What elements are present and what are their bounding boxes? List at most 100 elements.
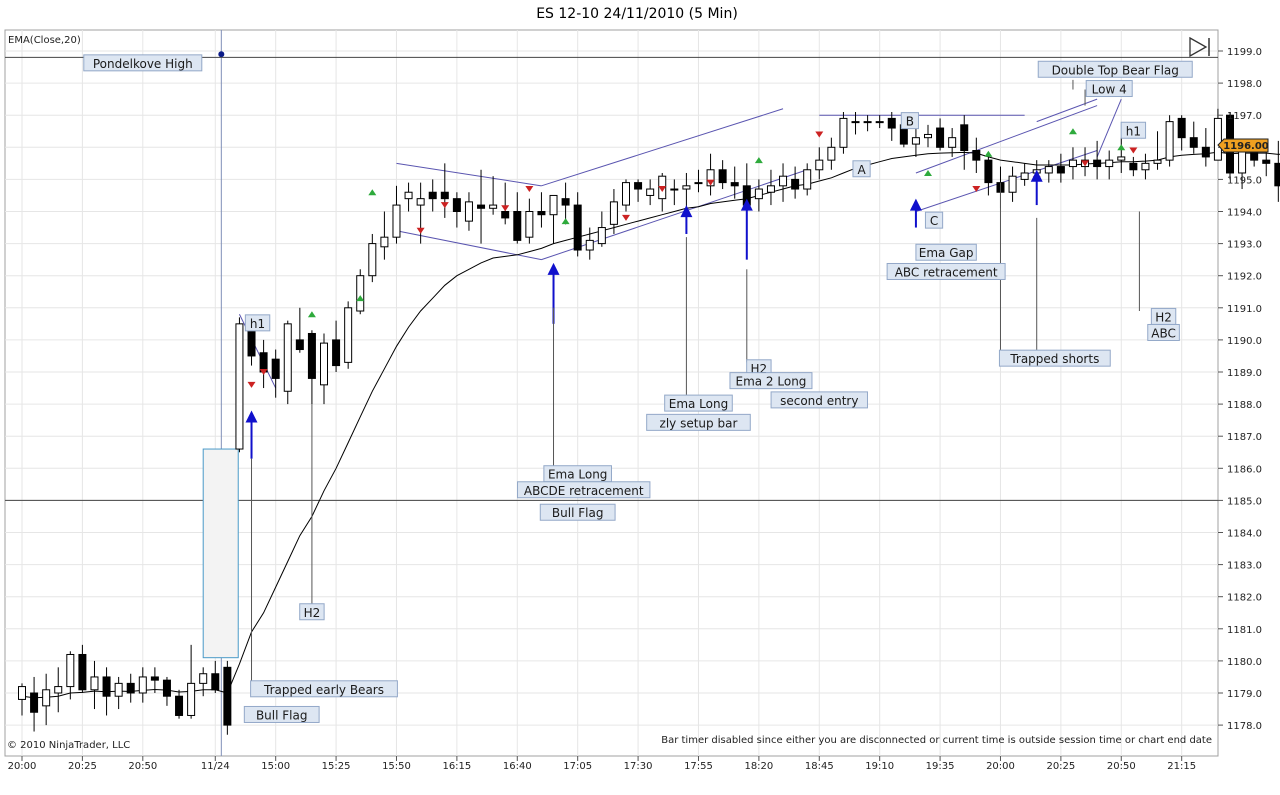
chart-title: ES 12-10 24/11/2010 (5 Min) bbox=[536, 6, 738, 22]
signal-markers bbox=[247, 128, 1138, 388]
candle bbox=[597, 211, 606, 247]
up-marker bbox=[1068, 128, 1077, 135]
y-axis: 1178.0 1179.0 1180.0 1181.0 1182.0 1183.0 1184… bbox=[1218, 47, 1262, 732]
candle bbox=[730, 166, 739, 199]
candle bbox=[670, 179, 679, 206]
annotation-label: Bull Flag bbox=[243, 705, 320, 723]
annotation-label: Trapped shorts bbox=[998, 349, 1111, 367]
arrow-up-icon bbox=[680, 205, 693, 234]
x-tick-label: 20:00 bbox=[8, 761, 37, 772]
grid bbox=[5, 30, 1218, 756]
candle bbox=[839, 111, 848, 154]
end-of-chart-icon[interactable] bbox=[1189, 36, 1210, 58]
candle bbox=[525, 198, 534, 244]
candle bbox=[779, 163, 788, 202]
candle bbox=[380, 211, 389, 260]
annotation-text: Ema Gap bbox=[919, 246, 974, 260]
arrow-up-icon bbox=[909, 198, 922, 228]
candle bbox=[1105, 150, 1114, 180]
candle bbox=[1165, 115, 1174, 167]
down-marker bbox=[259, 369, 268, 375]
candle bbox=[549, 194, 558, 244]
candle bbox=[392, 185, 401, 244]
candle bbox=[332, 320, 341, 372]
down-marker bbox=[658, 186, 667, 193]
y-tick-label: 1192.0 bbox=[1227, 272, 1262, 283]
x-tick-label: 17:05 bbox=[563, 761, 592, 772]
candle bbox=[1056, 153, 1065, 183]
y-tick-label: 1189.0 bbox=[1227, 368, 1262, 379]
candle bbox=[283, 320, 292, 405]
annotation-text: Ema Long bbox=[548, 468, 607, 482]
candle bbox=[18, 683, 26, 716]
x-tick-label: 20:50 bbox=[128, 761, 157, 772]
annotation-label: h1 bbox=[1120, 121, 1147, 139]
x-tick-label: 18:45 bbox=[805, 761, 834, 772]
annotation-label: H2 bbox=[1150, 307, 1177, 325]
candle bbox=[791, 166, 800, 199]
up-marker bbox=[924, 169, 932, 176]
y-tick-label: 1180.0 bbox=[1227, 657, 1262, 668]
candle bbox=[694, 169, 703, 193]
down-marker bbox=[416, 227, 425, 234]
y-tick-label: 1179.0 bbox=[1227, 689, 1262, 700]
x-tick-label: 20:25 bbox=[68, 761, 97, 772]
candle bbox=[78, 644, 87, 693]
y-tick-label: 1193.0 bbox=[1227, 240, 1262, 251]
candle bbox=[440, 163, 449, 218]
candle bbox=[1213, 108, 1222, 161]
candle bbox=[1201, 128, 1210, 167]
candle bbox=[766, 169, 775, 206]
channel-line bbox=[1036, 98, 1098, 123]
ema-series bbox=[21, 151, 1280, 699]
candle bbox=[66, 651, 75, 700]
down-marker bbox=[1129, 147, 1138, 154]
candle bbox=[199, 667, 208, 697]
y-tick-label: 1178.0 bbox=[1227, 721, 1262, 732]
annotation-text: Pondelkove High bbox=[93, 57, 193, 71]
x-tick-label: 16:15 bbox=[442, 761, 471, 772]
candle bbox=[1044, 160, 1053, 183]
annotation-label: Low 4 bbox=[1085, 80, 1133, 98]
candle bbox=[404, 182, 413, 212]
y-tick-label: 1181.0 bbox=[1227, 625, 1262, 636]
annotation-text: Trapped shorts bbox=[1009, 352, 1099, 366]
candle bbox=[211, 660, 220, 693]
y-tick-label: 1183.0 bbox=[1227, 561, 1262, 572]
y-tick-label: 1195.0 bbox=[1227, 175, 1262, 186]
x-tick-label: 20:00 bbox=[986, 761, 1015, 772]
down-marker bbox=[706, 179, 715, 186]
candle bbox=[972, 137, 981, 173]
annotation-text: h1 bbox=[1126, 124, 1141, 138]
y-tick-label: 1182.0 bbox=[1227, 593, 1262, 604]
candle bbox=[984, 153, 993, 196]
x-tick-label: 17:55 bbox=[684, 761, 713, 772]
candle bbox=[162, 676, 171, 706]
candle bbox=[887, 111, 896, 141]
candle bbox=[1177, 115, 1186, 151]
y-tick-label: 1191.0 bbox=[1227, 304, 1262, 315]
annotation-text: Ema 2 Long bbox=[735, 375, 806, 389]
candle bbox=[489, 176, 498, 215]
annotation-text: C bbox=[930, 214, 938, 228]
y-tick-label: 1185.0 bbox=[1227, 496, 1262, 507]
candle bbox=[464, 192, 473, 231]
candle bbox=[1189, 121, 1198, 154]
candle bbox=[1129, 156, 1138, 177]
annotation-label: Ema Long bbox=[664, 394, 733, 412]
candle bbox=[513, 192, 522, 244]
copyright-text: © 2010 NinjaTrader, LLC bbox=[7, 740, 130, 751]
y-tick-label: 1198.0 bbox=[1227, 79, 1262, 90]
x-tick-label: 18:20 bbox=[744, 761, 773, 772]
candle bbox=[827, 137, 836, 170]
x-tick-label: 17:30 bbox=[624, 761, 653, 772]
up-marker bbox=[307, 311, 316, 318]
down-marker bbox=[972, 186, 981, 193]
candle bbox=[1141, 153, 1150, 180]
candle bbox=[573, 192, 582, 257]
candle bbox=[815, 147, 824, 180]
annotation-text: h1 bbox=[250, 317, 265, 331]
annotation-label: Double Top Bear Flag bbox=[1037, 60, 1193, 78]
candle bbox=[609, 189, 618, 234]
